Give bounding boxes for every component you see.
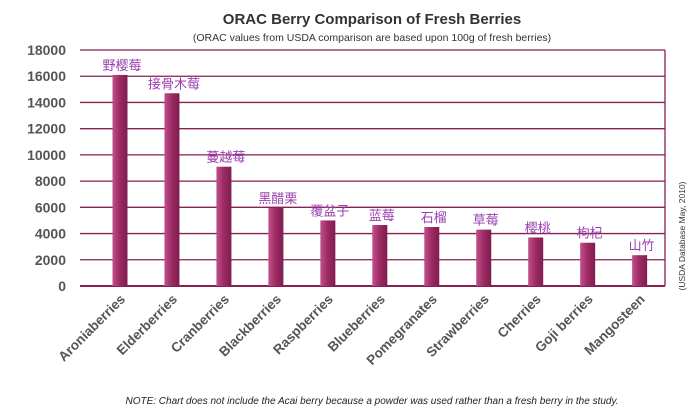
y-axis-ticks: 0 2000 4000 6000 8000 10000 12000 14000 16000 180… [27, 42, 66, 294]
bar-annotation: 覆盆子 [310, 204, 349, 219]
bar-annotation: 野樱莓 [102, 58, 141, 74]
y-tick-label: 10000 [27, 147, 66, 163]
chart-subtitle: (ORAC values from USDA comparison are ba… [193, 32, 551, 44]
y-tick-label: 0 [58, 278, 66, 294]
bar-annotation: 蔓越莓 [206, 151, 245, 166]
bar [112, 74, 128, 287]
bar [580, 242, 596, 286]
bar [268, 207, 284, 286]
bar [528, 237, 544, 286]
bar-annotation: 黑醋栗 [258, 191, 297, 207]
bar [476, 229, 492, 286]
side-source-label: (USDA Database May, 2010) [677, 181, 687, 290]
chart-title: ORAC Berry Comparison of Fresh Berries [223, 11, 521, 28]
x-tick-label: Cherries [494, 292, 543, 341]
x-tick-label: Aroniaberries [55, 292, 128, 365]
bar-annotation: 樱桃 [525, 220, 551, 236]
bar-annotation: 山竹 [629, 239, 655, 254]
y-tick-label: 16000 [27, 68, 66, 84]
y-tick-label: 14000 [27, 94, 66, 110]
bar [632, 255, 648, 286]
y-tick-label: 12000 [27, 121, 66, 137]
bar-annotation: 草莓 [473, 214, 499, 229]
y-tick-label: 6000 [35, 199, 66, 215]
y-tick-label: 4000 [35, 226, 66, 242]
y-tick-label: 18000 [27, 42, 66, 58]
x-axis-ticks: AroniaberriesElderberriesCranberriesBlac… [55, 292, 647, 368]
y-tick-label: 8000 [35, 173, 66, 189]
bar [320, 220, 336, 286]
y-tick-label: 2000 [35, 252, 66, 268]
bar-annotation: 蓝莓 [369, 209, 395, 224]
bar-annotation: 石榴 [421, 211, 447, 226]
bar [424, 227, 440, 286]
bar [164, 93, 180, 287]
chart-note: NOTE: Chart does not include the Acai be… [125, 396, 618, 407]
bar-annotation: 枸杞 [577, 227, 603, 242]
bar [372, 225, 388, 286]
bar-annotation: 接骨木莓 [148, 76, 200, 92]
bars [112, 74, 648, 287]
bar [216, 166, 232, 286]
